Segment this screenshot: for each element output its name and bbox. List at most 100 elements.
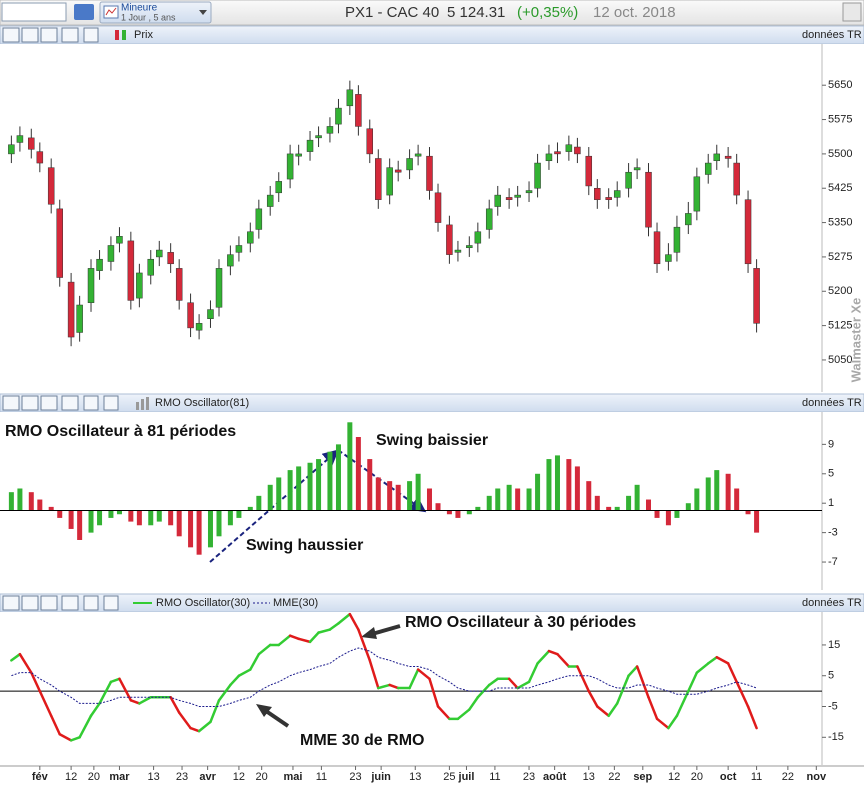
x-tick-label: 11 [316, 771, 327, 783]
ema-line [11, 647, 757, 707]
tool-icon[interactable] [83, 27, 99, 43]
candle-body [76, 304, 83, 333]
x-tick-label: fév [32, 771, 49, 783]
tool-icon[interactable] [2, 27, 20, 43]
candle-body [36, 151, 44, 164]
oscillator-segment [456, 708, 471, 721]
oscillator-segment [627, 665, 639, 677]
histogram-bar [435, 503, 441, 511]
x-tick-label: 25 [443, 771, 455, 783]
tool-icon[interactable] [61, 595, 79, 611]
candle-icon [122, 30, 126, 40]
candle-body [315, 135, 322, 139]
oscillator-segment [328, 622, 340, 631]
y-tick-label: 5125 [828, 320, 852, 332]
candle-body [275, 181, 282, 194]
histogram-bar [495, 488, 501, 511]
price: 5 124.31 [447, 4, 505, 21]
x-tick-label: avr [199, 771, 216, 783]
oscillator-segment [177, 711, 192, 730]
x-tick-label: août [543, 771, 567, 783]
tool-icon[interactable] [83, 595, 99, 611]
tool-icon[interactable] [103, 595, 119, 611]
histogram-bar [645, 499, 651, 511]
tool-icon[interactable] [21, 395, 39, 411]
candle-body [306, 139, 314, 152]
oscillator-segment [10, 652, 22, 662]
oscillator-segment [647, 696, 659, 721]
oscillator-segment [615, 674, 630, 705]
oscillator-segment [257, 643, 272, 656]
candle-body [613, 190, 621, 198]
tool-icon[interactable] [40, 395, 58, 411]
candle-body [534, 162, 541, 189]
histogram-bar [685, 503, 691, 511]
candle-body [554, 151, 561, 155]
panel-header [0, 25, 864, 45]
histogram-bar [745, 510, 751, 515]
x-tick-label: 20 [88, 771, 100, 783]
histogram-bar [426, 488, 432, 511]
oscillator-segment [596, 705, 610, 717]
oscillator-segment [357, 628, 372, 662]
histogram-bar [227, 510, 233, 526]
source: données TR [802, 29, 862, 41]
candle-body [375, 158, 382, 200]
histogram-bar [375, 477, 381, 511]
oscillator-segment [49, 714, 61, 736]
oscillator-segment [78, 714, 93, 739]
oscillator-segment [468, 696, 480, 711]
symbol-input[interactable] [1, 2, 67, 22]
tool-icon[interactable] [40, 27, 58, 43]
tool-icon[interactable] [21, 595, 39, 611]
candle-body [434, 192, 442, 223]
histogram-bar [515, 488, 521, 511]
panel-header [0, 393, 864, 413]
source: données TR [802, 597, 862, 609]
histogram-bar [714, 470, 720, 511]
tool-icon[interactable] [103, 395, 119, 411]
tool-icon[interactable] [2, 395, 20, 411]
x-tick-label: 12 [668, 771, 680, 783]
histogram-bar [455, 510, 461, 518]
y-tick-label: 15 [828, 639, 840, 651]
oscillator-segment [197, 720, 212, 733]
x-tick-label: 22 [782, 771, 794, 783]
oscillator-segment [337, 612, 352, 625]
oscillator-segment [536, 649, 551, 665]
candle-body [645, 171, 652, 228]
source: données TR [802, 397, 862, 409]
histogram-bar [17, 488, 23, 511]
legend-label: RMO Oscillator(30) [156, 597, 250, 609]
tool-icon[interactable] [83, 395, 99, 411]
candle-body [47, 167, 55, 205]
tool-icon[interactable] [40, 595, 58, 611]
plot-area [0, 44, 864, 392]
y-tick-label: 5200 [828, 285, 852, 297]
settings-icon[interactable] [842, 2, 862, 22]
candle-body [175, 268, 183, 301]
histogram-bar [535, 473, 541, 511]
candle-body [207, 309, 214, 319]
oscillator-segment [587, 689, 599, 708]
date: 12 oct. 2018 [593, 4, 676, 21]
candle-body [195, 323, 203, 331]
tool-icon[interactable] [2, 595, 20, 611]
y-tick-label: 9 [828, 438, 834, 450]
x-tick-label: oct [720, 771, 737, 783]
y-tick-label: 5275 [828, 251, 852, 263]
y-tick-label: 5425 [828, 182, 852, 194]
x-tick-label: juin [370, 771, 391, 783]
book-icon[interactable] [74, 4, 94, 20]
tool-icon[interactable] [61, 395, 79, 411]
legend-label: MME(30) [273, 597, 318, 609]
histogram-bar [256, 495, 262, 511]
histogram-bar [606, 506, 612, 511]
tool-icon[interactable] [21, 27, 39, 43]
x-tick-label: 11 [489, 771, 500, 783]
period-dropdown[interactable] [99, 1, 212, 24]
tool-icon[interactable] [61, 27, 79, 43]
oscillator-segment [368, 659, 380, 690]
histogram-bar [168, 510, 174, 526]
candle-body [724, 155, 732, 159]
